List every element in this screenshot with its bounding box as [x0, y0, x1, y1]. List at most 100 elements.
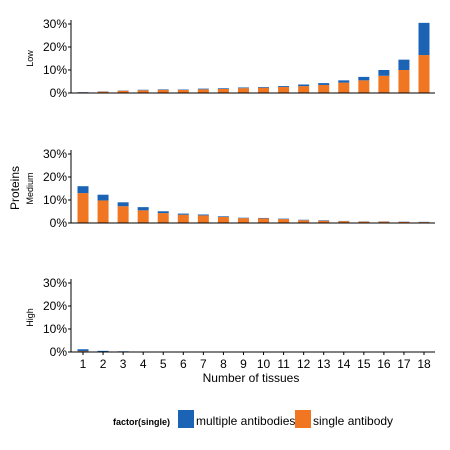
bar-multiple-high-1: [77, 349, 89, 352]
bar-single-medium-9: [237, 218, 249, 223]
legend-key-single-antibody: [295, 410, 311, 428]
bar-multiple-low-18: [418, 22, 430, 56]
bar-single-low-4: [137, 90, 149, 93]
bar-multiple-medium-2: [97, 194, 109, 201]
bar-single-low-17: [398, 70, 410, 93]
bar-multiple-low-11: [278, 86, 290, 88]
bar-single-low-7: [197, 89, 209, 93]
x-tick-label: 16: [377, 357, 391, 371]
y-tick-label: 20%: [43, 40, 67, 54]
bar-single-medium-8: [217, 217, 229, 223]
bar-single-low-13: [318, 84, 330, 93]
bar-multiple-medium-7: [197, 214, 209, 216]
x-tick-label: 6: [180, 357, 187, 371]
bar-multiple-medium-6: [177, 213, 189, 215]
facet-label-medium: Medium: [25, 172, 35, 204]
legend-key-multiple-antibodies: [178, 410, 194, 428]
y-tick-label: 0%: [50, 86, 68, 100]
bar-single-medium-7: [197, 215, 209, 223]
bar-multiple-low-8: [217, 88, 229, 89]
bar-single-low-18: [418, 55, 430, 93]
x-tick-label: 5: [160, 357, 167, 371]
y-tick-label: 30%: [43, 147, 67, 161]
facet-panels: 0% 10% 20% 30% Low 0% 10% 20% 30% Medium 0% 10% 20% 3…: [25, 17, 435, 359]
bar-single-low-8: [217, 88, 229, 93]
x-tick-label: 14: [337, 357, 351, 371]
bar-multiple-low-17: [398, 59, 410, 70]
bar-single-low-10: [258, 87, 270, 93]
y-tick-label: 0%: [50, 345, 68, 359]
bar-single-medium-1: [77, 193, 89, 223]
x-tick-label: 7: [200, 357, 207, 371]
bar-single-low-9: [237, 88, 249, 93]
bar-single-low-2: [97, 91, 109, 93]
bar-single-medium-5: [157, 213, 169, 223]
x-tick-label: 15: [357, 357, 371, 371]
bar-multiple-medium-5: [157, 211, 169, 214]
bar-single-low-15: [358, 80, 370, 93]
legend-label-multiple-antibodies: multiple antibodies: [196, 414, 295, 428]
bar-multiple-high-2: [97, 350, 109, 352]
bar-single-low-14: [338, 82, 350, 93]
x-tick-label: 12: [297, 357, 311, 371]
bar-single-medium-12: [298, 220, 310, 223]
bar-multiple-low-10: [258, 87, 270, 88]
bar-multiple-low-12: [298, 84, 310, 87]
x-tick-label: 18: [417, 357, 431, 371]
bar-single-medium-15: [358, 221, 370, 223]
facet-panel-low: 0% 10% 20% 30% Low: [25, 17, 435, 100]
legend-label-single-antibody: single antibody: [313, 414, 393, 428]
y-tick-label: 10%: [43, 63, 67, 77]
bar-single-medium-13: [318, 220, 330, 223]
bar-single-medium-3: [117, 206, 129, 223]
x-tick-label: 8: [220, 357, 227, 371]
bar-multiple-low-7: [197, 88, 209, 90]
y-tick-label: 20%: [43, 299, 67, 313]
x-tick-label: 2: [100, 357, 107, 371]
legend: factor(single) multiple antibodies singl…: [113, 410, 393, 428]
bar-single-low-16: [378, 75, 390, 93]
facet-label-low: Low: [25, 50, 35, 67]
bar-multiple-medium-1: [77, 186, 89, 194]
x-tick-label: 13: [317, 357, 331, 371]
x-axis-title: Number of tissues: [203, 371, 300, 385]
y-axis-title: Proteins: [8, 166, 22, 210]
bar-single-low-6: [177, 90, 189, 93]
bar-multiple-medium-4: [137, 207, 149, 211]
y-tick-label: 30%: [43, 276, 67, 290]
bar-single-low-5: [157, 89, 169, 93]
bar-multiple-medium-8: [217, 216, 229, 218]
bar-single-medium-4: [137, 210, 149, 223]
x-tick-label: 10: [257, 357, 271, 371]
bar-multiple-low-16: [378, 70, 390, 76]
x-tick-label: 1: [80, 357, 87, 371]
facet-label-high: High: [25, 308, 35, 327]
y-tick-label: 0%: [50, 216, 68, 230]
bar-single-medium-10: [258, 218, 270, 223]
bar-multiple-low-9: [237, 87, 249, 89]
x-tick-label: 9: [240, 357, 247, 371]
bar-single-low-12: [298, 86, 310, 93]
bar-single-medium-2: [97, 200, 109, 223]
facet-panel-high: 0% 10% 20% 30% High: [25, 276, 435, 359]
facet-panel-medium: 0% 10% 20% 30% Medium: [25, 147, 435, 230]
x-tick-label: 3: [120, 357, 127, 371]
bar-single-medium-17: [398, 221, 410, 223]
x-tick-labels: 1 2 3 4 5 6 7 8 9 10 11 12 13 14 15 16 17 18: [80, 352, 431, 371]
bar-single-medium-14: [338, 221, 350, 223]
bar-multiple-low-14: [338, 80, 350, 83]
bar-multiple-medium-3: [117, 202, 129, 207]
y-tick-label: 20%: [43, 170, 67, 184]
bar-single-medium-16: [378, 221, 390, 223]
bar-single-low-3: [117, 90, 129, 93]
y-tick-label: 30%: [43, 17, 67, 31]
x-tick-label: 11: [277, 357, 290, 371]
bar-single-low-11: [278, 87, 290, 93]
bar-multiple-low-13: [318, 83, 330, 85]
x-tick-label: 17: [397, 357, 411, 371]
bar-single-medium-6: [177, 214, 189, 223]
legend-title: factor(single): [113, 417, 170, 427]
bar-multiple-low-15: [358, 76, 370, 81]
bar-single-medium-11: [278, 219, 290, 223]
